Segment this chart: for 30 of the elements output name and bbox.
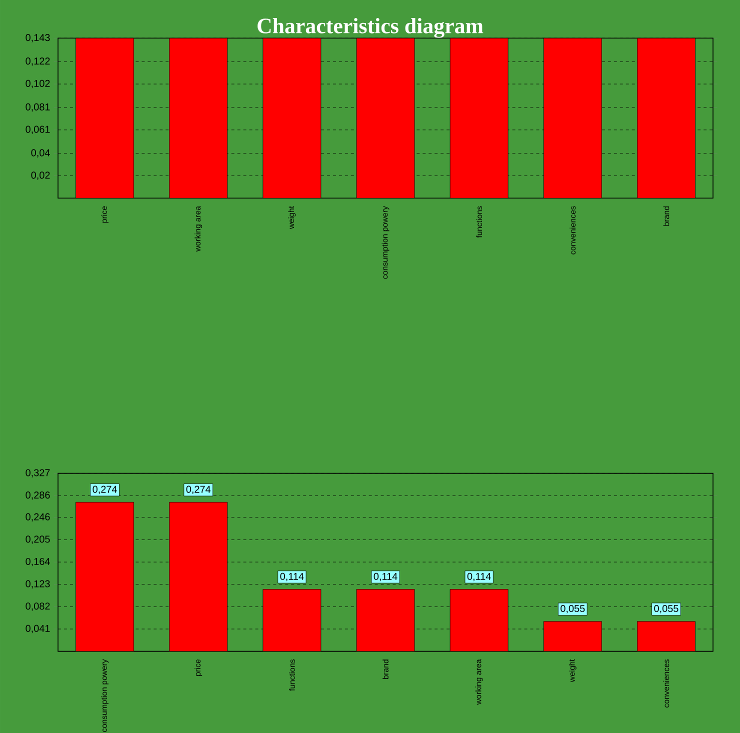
data-label: 0,055 (654, 604, 678, 614)
y-tick-label: 0,082 (26, 602, 50, 611)
bar (356, 589, 415, 652)
y-tick-label: 0,123 (26, 580, 50, 588)
y-tick-label: 0,041 (26, 624, 50, 634)
y-tick-label: 0,122 (26, 58, 50, 66)
data-label: 0,114 (374, 572, 398, 582)
bar (169, 502, 228, 652)
data-label: 0,274 (186, 486, 211, 494)
y-tick-label: 0,081 (26, 103, 50, 112)
data-label: 0,114 (280, 572, 304, 582)
y-tick-label: 0,205 (26, 536, 50, 544)
data-label: 0,055 (560, 604, 585, 614)
y-tick-label: 0,102 (26, 80, 50, 88)
bar (76, 502, 134, 652)
data-label: 0,274 (92, 486, 117, 494)
y-tick-label: 0,327 (26, 469, 50, 478)
bar (637, 621, 696, 652)
y-tick-label: 0,143 (26, 34, 50, 42)
bar (262, 589, 322, 652)
y-tick-label: 0,04 (31, 149, 50, 158)
y-tick-label: 0,286 (26, 492, 50, 500)
bar (543, 621, 602, 652)
y-tick-label: 0,164 (26, 558, 50, 566)
y-tick-label: 0,02 (31, 172, 50, 180)
y-tick-label: 0,061 (26, 126, 50, 134)
y-tick-label: 0,246 (26, 513, 50, 522)
chart-title: Characteristics diagram (258, 18, 484, 38)
bar (450, 589, 508, 652)
data-label: 0,114 (467, 572, 491, 582)
